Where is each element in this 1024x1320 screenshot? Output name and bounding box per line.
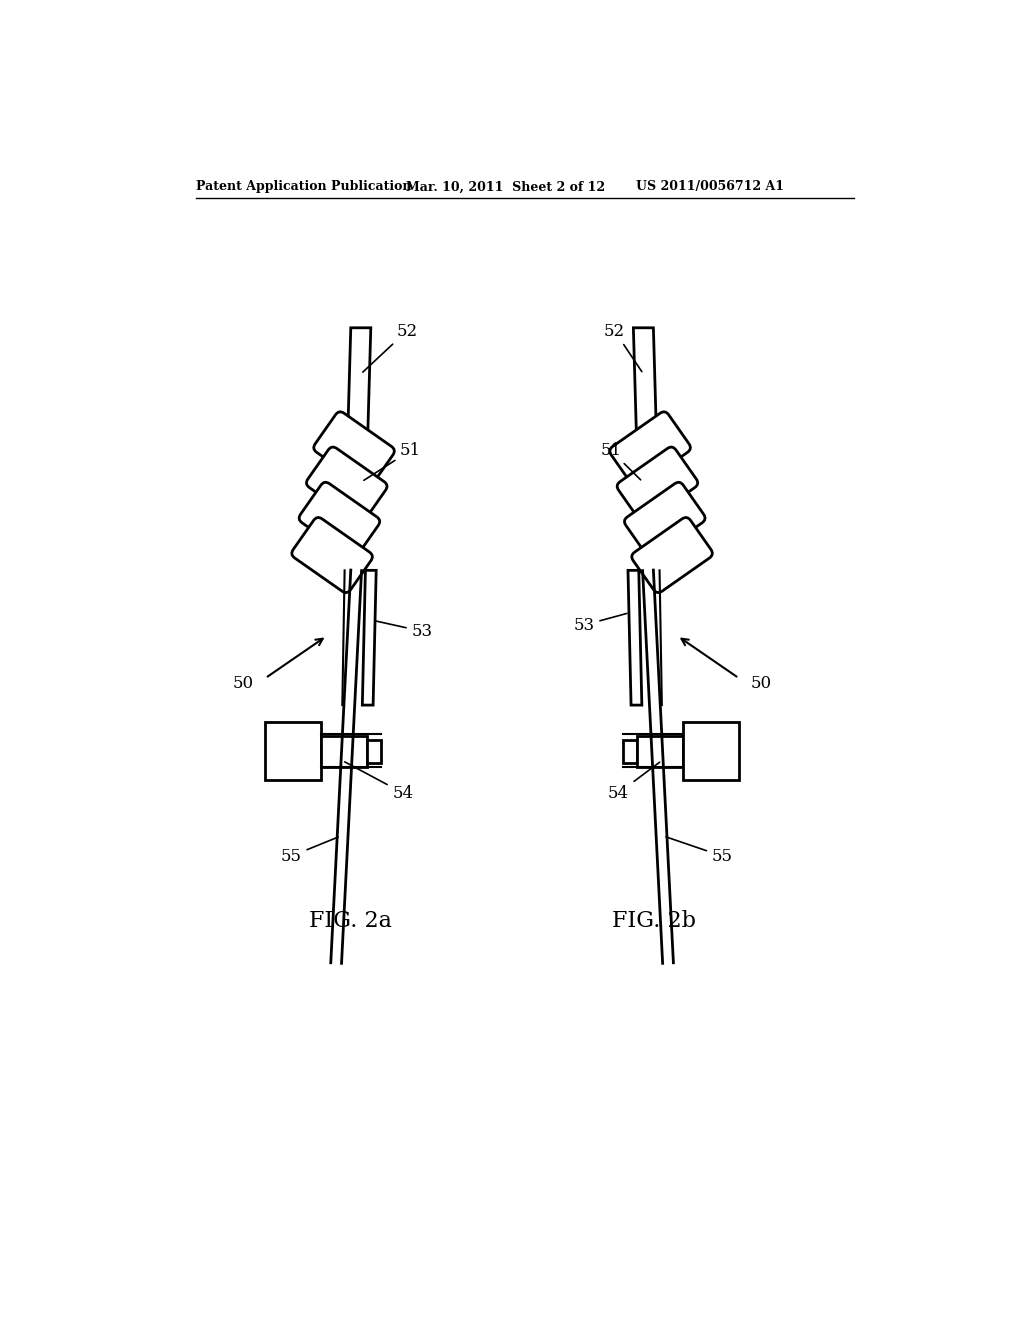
Bar <box>624 739 637 763</box>
FancyBboxPatch shape <box>292 517 373 593</box>
FancyBboxPatch shape <box>617 447 697 523</box>
Polygon shape <box>628 570 642 705</box>
FancyBboxPatch shape <box>625 482 706 557</box>
Text: Patent Application Publication: Patent Application Publication <box>196 181 412 194</box>
Polygon shape <box>362 570 376 705</box>
Text: 50: 50 <box>751 675 771 692</box>
Text: US 2011/0056712 A1: US 2011/0056712 A1 <box>637 181 784 194</box>
Text: 55: 55 <box>666 837 733 865</box>
FancyBboxPatch shape <box>632 517 713 593</box>
Text: 50: 50 <box>232 675 254 692</box>
FancyBboxPatch shape <box>610 412 690 487</box>
Bar <box>321 737 367 767</box>
Polygon shape <box>348 327 371 436</box>
Bar <box>265 722 321 780</box>
Bar <box>367 739 381 763</box>
FancyBboxPatch shape <box>313 412 394 487</box>
Text: 53: 53 <box>376 620 433 640</box>
Text: 52: 52 <box>604 322 642 372</box>
Text: FIG. 2a: FIG. 2a <box>308 909 391 932</box>
Text: 51: 51 <box>600 442 641 480</box>
Text: 51: 51 <box>364 442 421 480</box>
Text: 54: 54 <box>608 762 659 801</box>
Bar <box>637 737 683 767</box>
Text: 52: 52 <box>362 322 418 372</box>
FancyBboxPatch shape <box>306 447 387 523</box>
FancyBboxPatch shape <box>299 482 380 557</box>
Polygon shape <box>634 327 656 436</box>
Text: Mar. 10, 2011  Sheet 2 of 12: Mar. 10, 2011 Sheet 2 of 12 <box>407 181 605 194</box>
Bar <box>683 722 739 780</box>
Text: 55: 55 <box>281 837 338 865</box>
Text: 54: 54 <box>345 762 414 801</box>
Text: FIG. 2b: FIG. 2b <box>612 909 696 932</box>
Text: 53: 53 <box>573 614 627 634</box>
